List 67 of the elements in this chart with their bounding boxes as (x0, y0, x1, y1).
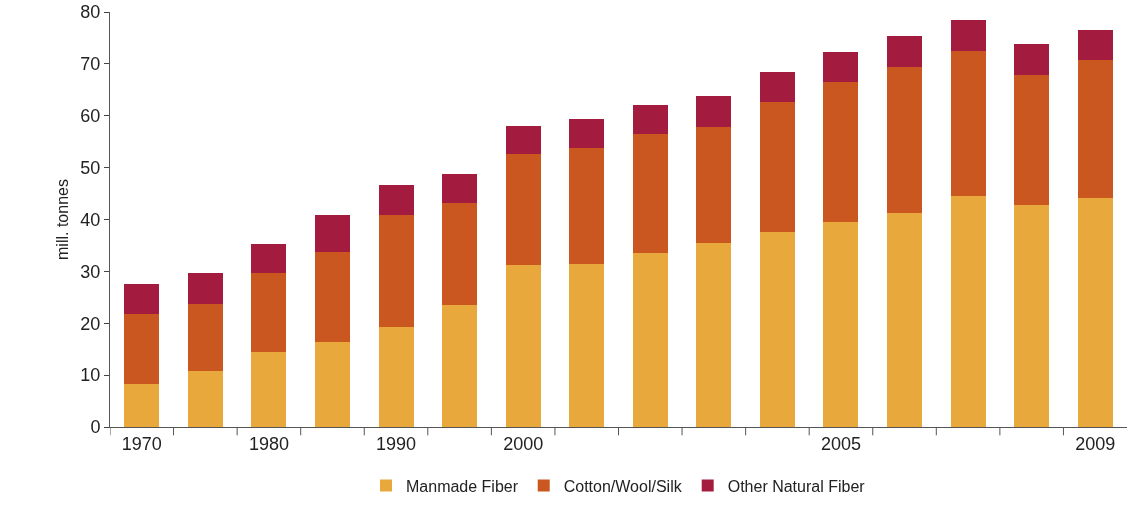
bar (950, 50, 986, 196)
bar (696, 96, 732, 127)
bar (632, 104, 668, 134)
y-tick-label: 20 (80, 313, 101, 334)
bar (1014, 74, 1050, 206)
bar (569, 263, 605, 427)
y-tick-label: 70 (80, 54, 101, 75)
y-tick-label: 0 (90, 417, 101, 438)
bar (887, 66, 923, 213)
bar (759, 71, 795, 102)
bar (823, 82, 859, 222)
bar (505, 265, 541, 427)
bar (759, 101, 795, 233)
bar (314, 342, 350, 427)
bar (1077, 197, 1113, 427)
bar (251, 352, 287, 427)
bar (442, 203, 478, 306)
bar (314, 215, 350, 252)
bar (378, 184, 414, 216)
y-tick-label: 60 (80, 106, 101, 127)
bar (124, 284, 160, 315)
bar (569, 148, 605, 264)
bar (759, 232, 795, 427)
bar (378, 327, 414, 427)
bar (1014, 44, 1050, 75)
bar (696, 126, 732, 244)
bar (696, 243, 732, 427)
y-axis-title: mill. tonnes (54, 179, 71, 260)
y-tick-label: 10 (80, 365, 101, 386)
y-tick-label: 50 (80, 157, 101, 178)
y-tick-label: 40 (80, 209, 101, 230)
bar (124, 383, 160, 427)
bar (569, 118, 605, 149)
bar (1014, 205, 1050, 427)
bar (1077, 30, 1113, 60)
bar (187, 370, 223, 427)
x-tick-label: 2005 (820, 433, 861, 454)
bar (505, 125, 541, 154)
bar (124, 314, 160, 384)
bar (950, 19, 986, 51)
bar (950, 195, 986, 427)
bar (632, 133, 668, 254)
bar (887, 212, 923, 427)
x-tick-label: 2000 (503, 433, 544, 454)
bar (251, 273, 287, 353)
x-tick-label: 1990 (376, 433, 417, 454)
bar (505, 153, 541, 266)
bar (887, 35, 923, 67)
bar (442, 305, 478, 427)
y-tick-label: 30 (80, 261, 101, 282)
y-tick-label: 80 (80, 2, 101, 23)
legend-label: Manmade Fiber (406, 477, 519, 495)
bar (1077, 59, 1113, 198)
bar (187, 273, 223, 304)
bar (378, 215, 414, 328)
legend-label: Cotton/Wool/Silk (563, 477, 683, 495)
bar (823, 221, 859, 427)
bar (251, 244, 287, 274)
bar (187, 303, 223, 371)
bar (314, 251, 350, 343)
x-tick-label: 1970 (121, 433, 162, 454)
x-tick-label: 2009 (1075, 433, 1116, 454)
x-tick-label: 1980 (248, 433, 289, 454)
bar (632, 253, 668, 427)
bar (442, 173, 478, 204)
bar (823, 51, 859, 83)
legend-label: Other Natural Fiber (727, 477, 866, 495)
